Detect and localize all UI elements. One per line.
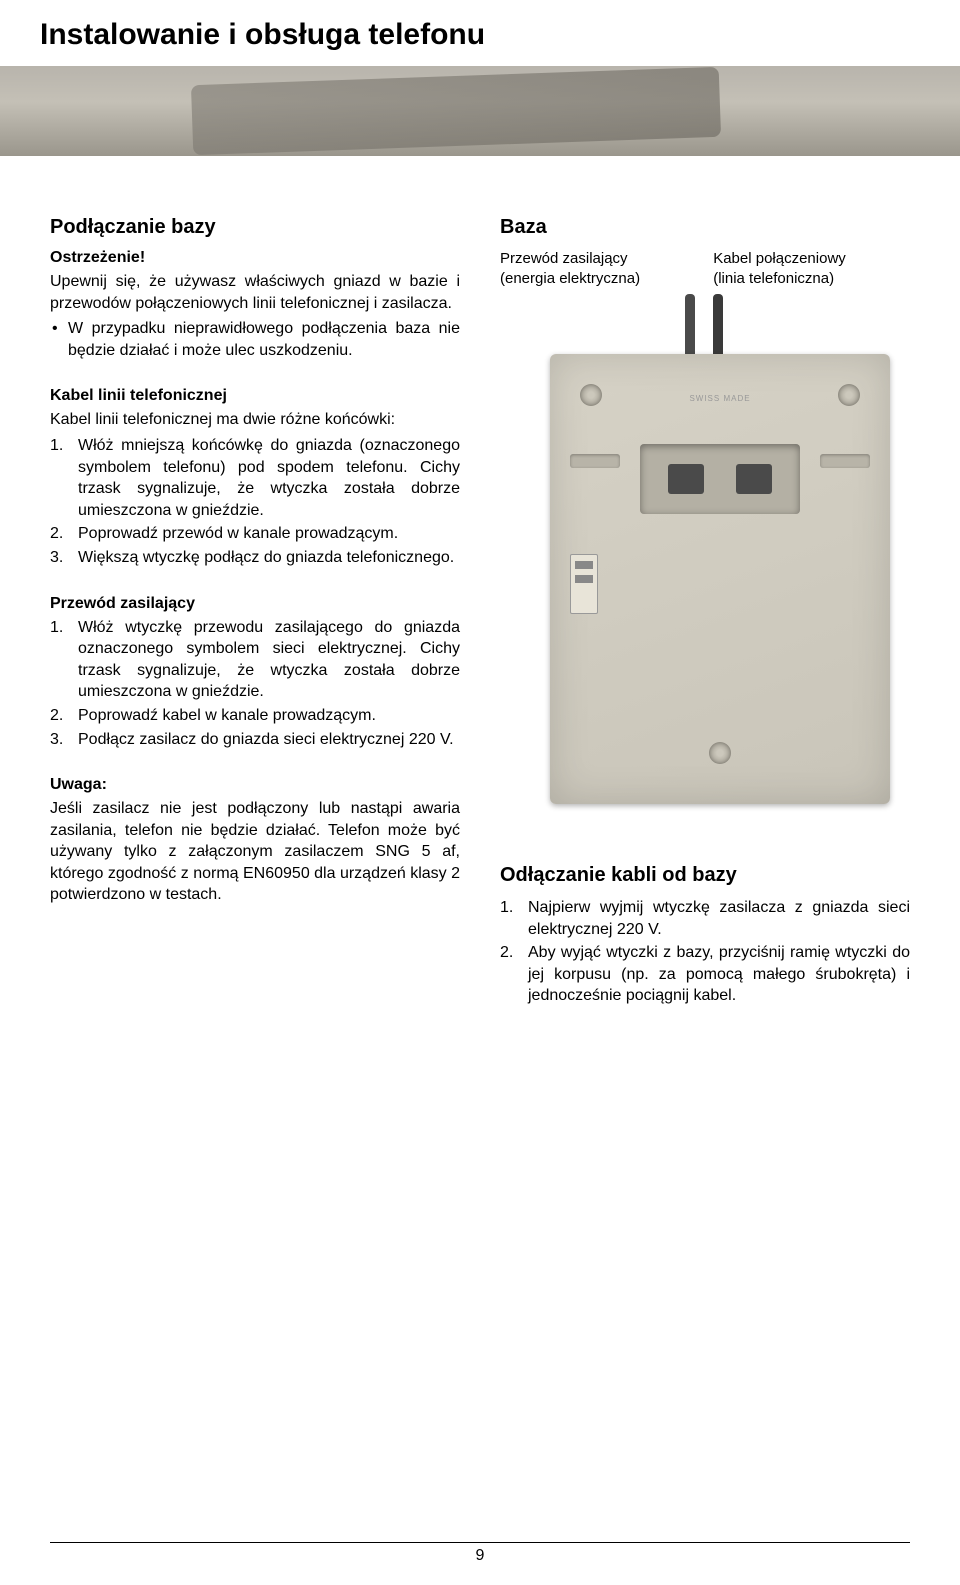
disconnect-step-2: Aby wyjąć wtyczki z bazy, przyciśnij ram…: [500, 942, 910, 1007]
phone-cable-step-2: Poprowadź przewód w kanale prowadzącym.: [50, 523, 460, 545]
screw-icon: [838, 384, 860, 406]
page-title: Instalowanie i obsługa telefonu: [0, 0, 960, 66]
device-figure: SWISS MADE: [500, 294, 910, 814]
port-area: [640, 444, 800, 514]
label-power-cable: Przewód zasilający (energia elektryczna): [500, 249, 697, 288]
block-note: Uwaga: Jeśli zasilacz nie jest podłączon…: [50, 776, 460, 906]
block-connect: Podłączanie bazy Ostrzeżenie! Upewnij si…: [50, 216, 460, 361]
warning-text: Upewnij się, że używasz właściwych gniaz…: [50, 271, 460, 314]
block-power-cable: Przewód zasilający Włóż wtyczkę przewodu…: [50, 595, 460, 751]
power-cable-step-1: Włóż wtyczkę przewodu zasilającego do gn…: [50, 617, 460, 703]
phone-cable-steps: Włóż mniejszą końcówkę do gniazda (oznac…: [50, 435, 460, 569]
base-heading: Baza: [500, 216, 910, 239]
label-power-line2: (energia elektryczna): [500, 270, 640, 287]
note-heading: Uwaga:: [50, 776, 460, 794]
disconnect-section: Odłączanie kabli od bazy Najpierw wyjmij…: [500, 864, 910, 1007]
slot-icon: [570, 454, 620, 468]
header-photo: [0, 66, 960, 156]
power-cable-steps: Włóż wtyczkę przewodu zasilającego do gn…: [50, 617, 460, 751]
screw-icon: [709, 742, 731, 764]
phone-cable-heading: Kabel linii telefonicznej: [50, 387, 460, 405]
disconnect-steps: Najpierw wyjmij wtyczkę zasilacza z gnia…: [500, 897, 910, 1007]
label-conn-cable: Kabel połączeniowy (linia telefoniczna): [713, 249, 910, 288]
port-power: [668, 464, 704, 494]
left-column: Podłączanie bazy Ostrzeżenie! Upewnij si…: [50, 216, 460, 1009]
content-area: Podłączanie bazy Ostrzeżenie! Upewnij si…: [0, 156, 960, 1009]
warning-bullet: W przypadku nieprawidłowego podłączenia …: [50, 318, 460, 361]
label-conn-line1: Kabel połączeniowy: [713, 250, 846, 267]
note-text: Jeśli zasilacz nie jest podłączony lub n…: [50, 798, 460, 906]
disconnect-step-1: Najpierw wyjmij wtyczkę zasilacza z gnia…: [500, 897, 910, 940]
power-cable-step-2: Poprowadź kabel w kanale prowadzącym.: [50, 705, 460, 727]
power-cable-heading: Przewód zasilający: [50, 595, 460, 613]
label-conn-line2: (linia telefoniczna): [713, 270, 834, 287]
page-number: 9: [50, 1542, 910, 1565]
dip-switch-icon: [570, 554, 598, 614]
warning-heading: Ostrzeżenie!: [50, 249, 460, 267]
disconnect-heading: Odłączanie kabli od bazy: [500, 864, 910, 887]
cable-labels-row: Przewód zasilający (energia elektryczna)…: [500, 249, 910, 288]
block-phone-cable: Kabel linii telefonicznej Kabel linii te…: [50, 387, 460, 568]
power-cable-step-3: Podłącz zasilacz do gniazda sieci elektr…: [50, 729, 460, 751]
label-power-line1: Przewód zasilający: [500, 250, 628, 267]
port-phone: [736, 464, 772, 494]
phone-cable-step-1: Włóż mniejszą końcówkę do gniazda (oznac…: [50, 435, 460, 521]
heading-connect: Podłączanie bazy: [50, 216, 460, 239]
screw-icon: [580, 384, 602, 406]
phone-cable-step-3: Większą wtyczkę podłącz do gniazda telef…: [50, 547, 460, 569]
phone-cable-intro: Kabel linii telefonicznej ma dwie różne …: [50, 409, 460, 431]
swiss-made-label: SWISS MADE: [689, 394, 750, 403]
right-column: Baza Przewód zasilający (energia elektry…: [500, 216, 910, 1009]
slot-icon: [820, 454, 870, 468]
device-body: SWISS MADE: [550, 354, 890, 804]
base-section: Baza Przewód zasilający (energia elektry…: [500, 216, 910, 814]
